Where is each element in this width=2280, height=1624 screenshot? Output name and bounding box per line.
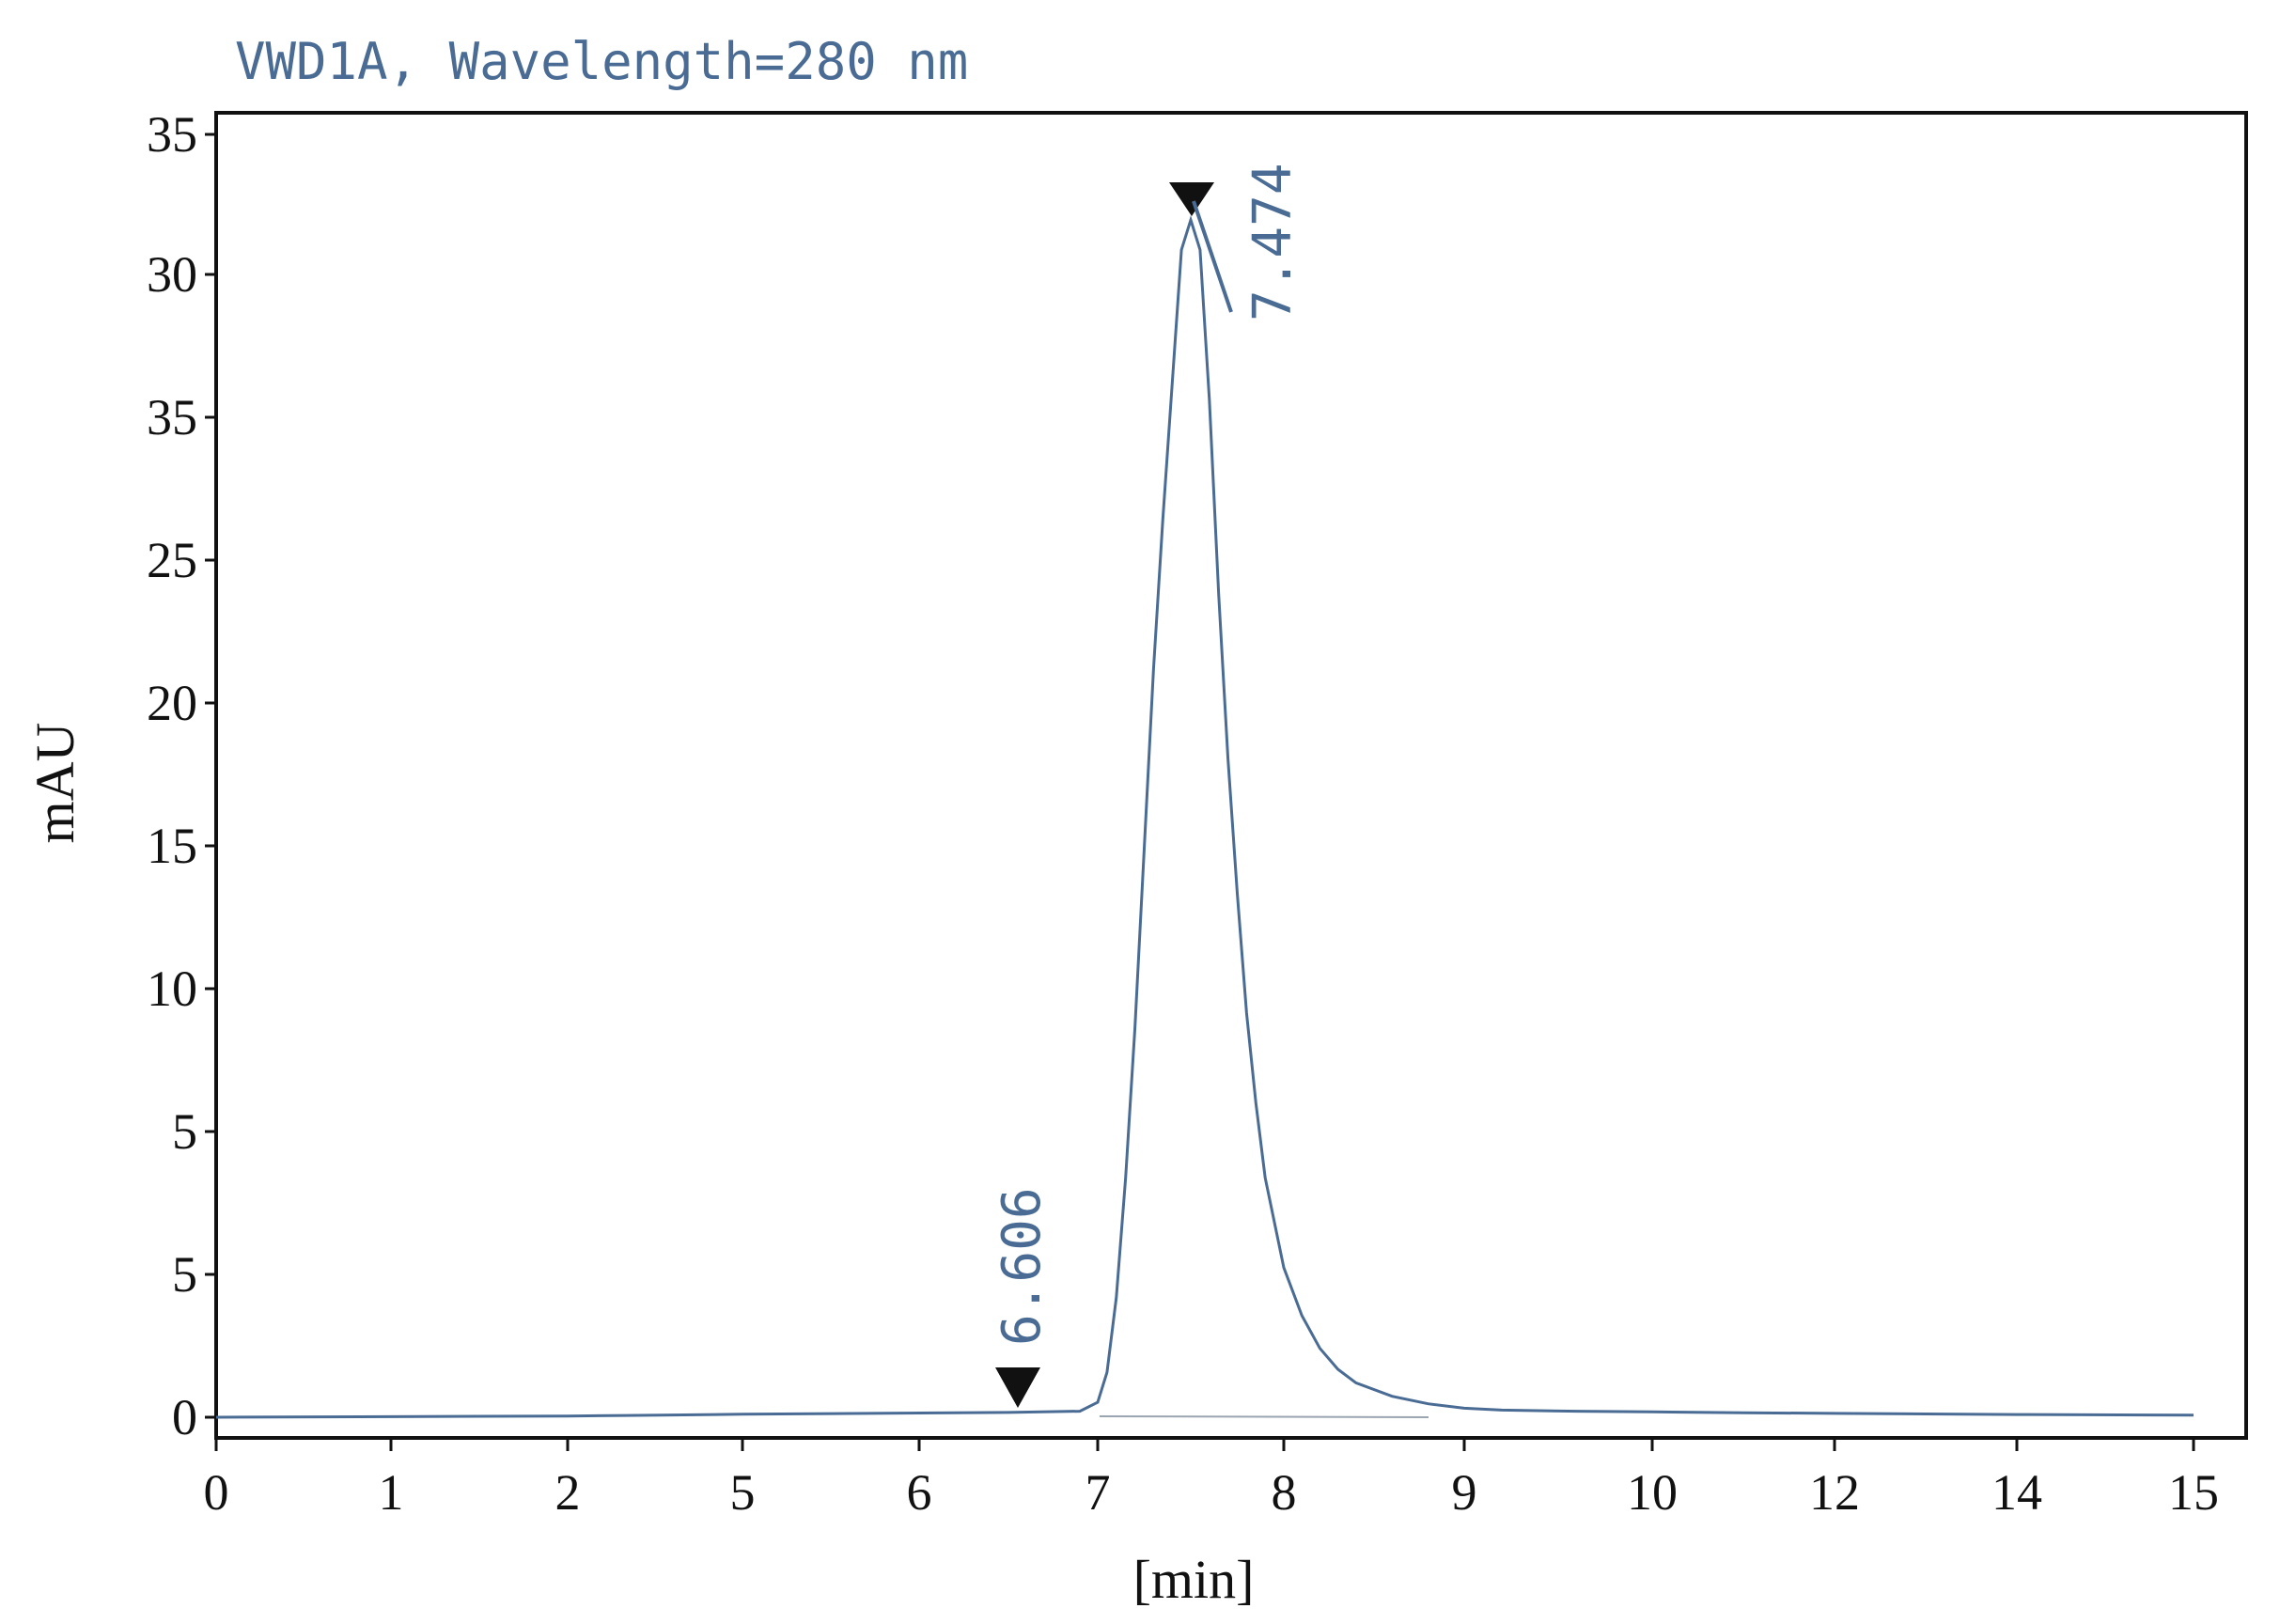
chart-title: VWD1A, Wavelength=280 nm [235,32,968,91]
y-tick-label: 0 [172,1389,197,1445]
x-tick-label: 5 [730,1464,756,1521]
peak-marker-main [1169,182,1214,216]
x-tick-label: 12 [1809,1464,1860,1521]
x-axis-label: [min] [1133,1549,1255,1610]
y-axis: 0 5 5 10 15 20 25 35 30 35 [147,106,216,1445]
y-tick-label: 35 [147,389,197,445]
peak-label-main: 7.474 [1242,163,1304,321]
y-tick-label: 5 [172,1103,197,1160]
peak-tangent-line [1192,200,1233,313]
y-tick-label: 5 [172,1246,197,1303]
x-tick-label: 9 [1452,1464,1477,1521]
x-tick-label: 8 [1272,1464,1297,1521]
x-tick-label: 10 [1627,1464,1678,1521]
x-axis: 0 1 2 5 6 7 8 9 10 12 14 15 [204,1438,2219,1521]
series-line [215,214,2194,1419]
peak-marker-start [995,1367,1040,1408]
y-tick-label: 10 [147,960,197,1017]
x-tick-label: 15 [2168,1464,2219,1521]
y-axis-label: mAU [24,723,86,844]
y-tick-label: 20 [147,675,197,731]
plot-frame [214,111,2248,1440]
y-tick-label: 15 [147,818,197,874]
x-tick-label: 0 [204,1464,229,1521]
y-tick-label: 25 [147,532,197,588]
peak-label-start: 6.606 [992,1187,1053,1346]
x-tick-label: 2 [555,1464,581,1521]
x-tick-label: 14 [1991,1464,2042,1521]
y-tick-label: 30 [147,246,197,303]
x-tick-label: 6 [907,1464,932,1521]
x-tick-label: 7 [1085,1464,1111,1521]
y-tick-label: 35 [147,106,197,163]
baseline [1099,1415,1429,1418]
x-tick-label: 1 [379,1464,404,1521]
